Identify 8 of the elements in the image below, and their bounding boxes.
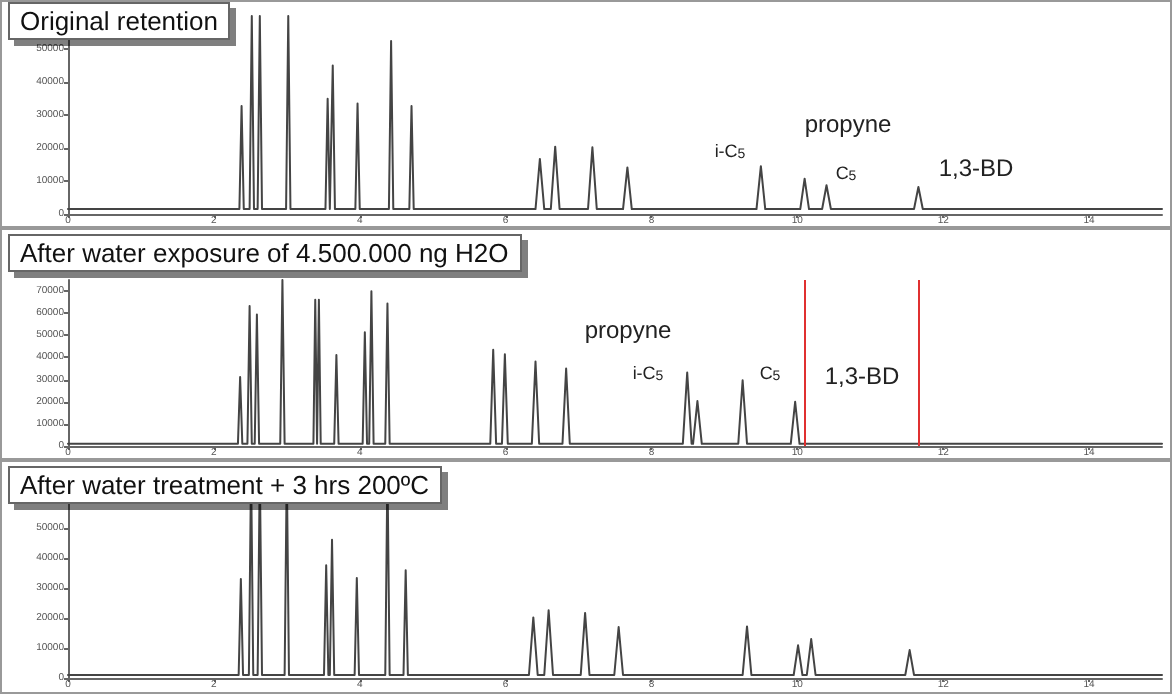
annotation: propyne <box>584 316 673 344</box>
line-series <box>67 279 1163 445</box>
chart-title: After water exposure of 4.500.000 ng H2O <box>20 238 509 268</box>
annotation: propyne <box>804 110 893 138</box>
annotation: 1,3-BD <box>938 154 1014 182</box>
annotation: 1,3-BD <box>824 362 900 390</box>
chart-title: After water treatment + 3 hrs 200ºC <box>20 470 430 500</box>
chart-title: Original retention <box>20 6 218 36</box>
